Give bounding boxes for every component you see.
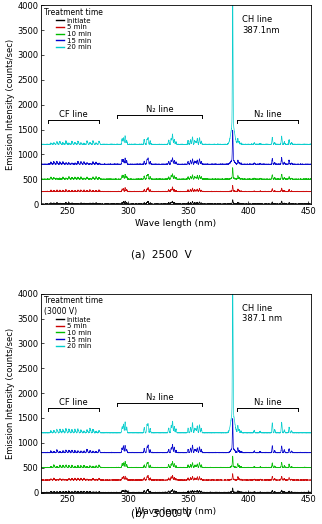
Text: N₂ line: N₂ line — [254, 110, 281, 118]
Text: CF line: CF line — [59, 110, 88, 118]
Text: CF line: CF line — [59, 398, 88, 407]
Y-axis label: Emission Intensity (counts/sec): Emission Intensity (counts/sec) — [5, 328, 14, 458]
Text: N₂ line: N₂ line — [254, 398, 281, 407]
Text: N₂ line: N₂ line — [146, 105, 174, 114]
Legend: initiate, 5 min, 10 min, 15 min, 20 min: initiate, 5 min, 10 min, 15 min, 20 min — [43, 296, 104, 350]
X-axis label: Wave length (nm): Wave length (nm) — [136, 219, 217, 228]
Legend: initiate, 5 min, 10 min, 15 min, 20 min: initiate, 5 min, 10 min, 15 min, 20 min — [43, 7, 104, 51]
Text: CH line
387.1nm: CH line 387.1nm — [242, 15, 280, 35]
Text: (b)  3000  V: (b) 3000 V — [130, 508, 192, 519]
Y-axis label: Emission Intensity (counts/sec): Emission Intensity (counts/sec) — [5, 39, 14, 170]
X-axis label: Wave length (nm): Wave length (nm) — [136, 507, 217, 516]
Text: N₂ line: N₂ line — [146, 393, 174, 402]
Text: (a)  2500  V: (a) 2500 V — [131, 249, 191, 259]
Text: CH line
387.1 nm: CH line 387.1 nm — [242, 303, 282, 323]
